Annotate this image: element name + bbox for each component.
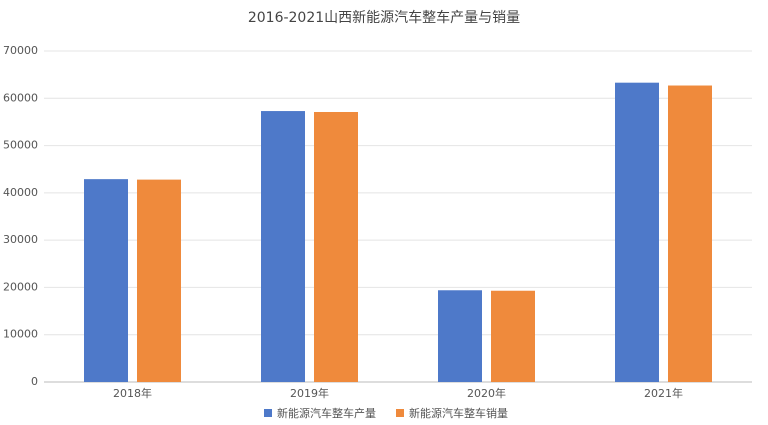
bar [84,179,128,382]
bar [137,179,181,382]
x-tick-label: 2019年 [290,386,329,400]
y-tick-label: 60000 [3,91,38,104]
legend-label: 新能源汽车整车销量 [409,406,508,420]
x-tick-label: 2018年 [113,386,152,400]
y-tick-label: 70000 [3,44,38,57]
x-tick-label: 2020年 [467,386,506,400]
bar [491,290,535,382]
y-tick-label: 40000 [3,186,38,199]
y-tick-label: 30000 [3,233,38,246]
legend-label: 新能源汽车整车产量 [277,406,376,420]
y-tick-label: 10000 [3,328,38,341]
legend-marker [264,409,272,417]
bar [438,290,482,382]
x-tick-label: 2021年 [644,386,683,400]
bar [615,82,659,382]
y-tick-label: 20000 [3,280,38,293]
bar [314,111,358,383]
chart-title: 2016-2021山西新能源汽车整车产量与销量 [248,9,520,26]
y-tick-label: 0 [31,375,38,388]
legend-marker [396,409,404,417]
bar [261,111,305,382]
bar [668,85,712,383]
y-tick-label: 50000 [3,139,38,152]
